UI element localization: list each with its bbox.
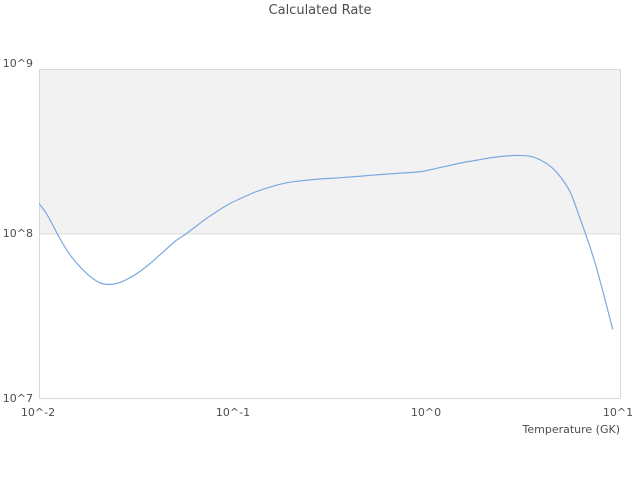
x-tick-label-1e1: 10^1 xyxy=(602,406,634,419)
y-tick-label-1e8: 10^8 xyxy=(2,227,33,240)
y-tick-label-1e9: 10^9 xyxy=(2,57,33,70)
x-axis-title: Temperature (GK) xyxy=(522,423,621,436)
x-tick-label-1e0: 10^0 xyxy=(410,406,442,419)
x-tick-label-1e-2: 10^-2 xyxy=(20,406,56,419)
y-tick-label-1e7: 10^7 xyxy=(2,392,33,405)
chart-title: Calculated Rate xyxy=(268,3,372,18)
x-tick-label-1e-1: 10^-1 xyxy=(215,406,251,419)
